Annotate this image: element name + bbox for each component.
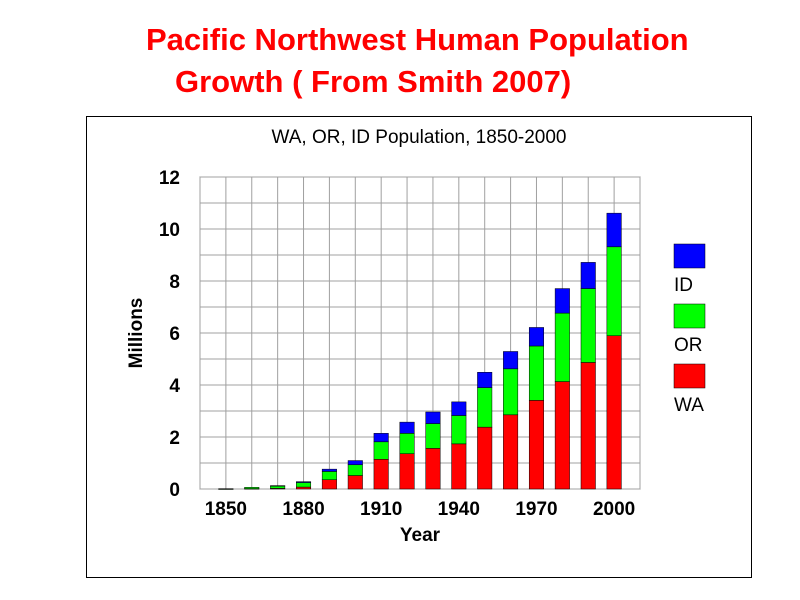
bar-segment-or-1850 xyxy=(218,488,234,490)
y-tick-label: 0 xyxy=(169,480,180,501)
bar-segment-or-1930 xyxy=(425,423,441,449)
bar-segment-id-1880 xyxy=(296,481,312,483)
bar-segment-id-1960 xyxy=(503,351,519,370)
bar-segment-wa-2000 xyxy=(606,335,622,490)
x-tick-label: 1850 xyxy=(205,499,247,520)
y-tick-label: 6 xyxy=(169,324,180,345)
legend-swatch-wa xyxy=(673,363,706,389)
bar-segment-id-1920 xyxy=(399,421,415,434)
slide-title-line1: Pacific Northwest Human Population xyxy=(146,22,689,57)
y-tick-label: 4 xyxy=(169,376,180,397)
y-tick-label: 8 xyxy=(169,272,180,293)
bar-segment-or-1890 xyxy=(321,471,337,480)
legend-label-wa: WA xyxy=(674,395,704,416)
bar-segment-id-1910 xyxy=(373,433,389,443)
y-tick-label: 10 xyxy=(159,220,180,241)
bar-segment-or-1990 xyxy=(580,288,596,363)
chart-title: WA, OR, ID Population, 1850-2000 xyxy=(271,127,566,148)
bar-segment-or-1860 xyxy=(244,487,260,489)
bar-segment-or-1970 xyxy=(528,345,544,401)
bar-segment-id-1980 xyxy=(554,288,570,314)
y-axis-ticks: 0 2 4 6 8 10 12 xyxy=(159,168,181,501)
y-axis-label: Millions xyxy=(126,298,147,369)
legend-label-or: OR xyxy=(674,335,703,356)
x-tick-label: 1970 xyxy=(515,499,557,520)
bar-segment-id-1940 xyxy=(451,401,467,416)
bar-segment-wa-1880 xyxy=(296,486,312,490)
bar-segment-or-1910 xyxy=(373,441,389,460)
chart-bars xyxy=(218,212,622,490)
bar-segment-id-2000 xyxy=(606,212,622,248)
y-tick-label: 12 xyxy=(159,168,180,189)
bar-segment-id-1990 xyxy=(580,262,596,289)
bar-segment-or-2000 xyxy=(606,246,622,337)
bar-segment-id-1870 xyxy=(270,485,286,487)
bar-segment-wa-1980 xyxy=(554,381,570,490)
bar-segment-wa-1990 xyxy=(580,362,596,490)
bar-segment-or-1940 xyxy=(451,415,467,445)
bar-segment-wa-1950 xyxy=(477,426,493,490)
bar-segment-or-1950 xyxy=(477,387,493,428)
bar-segment-wa-1930 xyxy=(425,448,441,490)
bar-segment-or-1980 xyxy=(554,312,570,382)
bar-segment-id-1970 xyxy=(528,327,544,347)
bar-segment-wa-1940 xyxy=(451,443,467,490)
bar-segment-id-1950 xyxy=(477,372,493,388)
x-axis-ticks: 1850 1880 1910 1940 1970 2000 xyxy=(205,499,636,520)
bar-segment-wa-1890 xyxy=(321,479,337,490)
bar-segment-wa-1900 xyxy=(347,475,363,490)
x-tick-label: 1910 xyxy=(360,499,402,520)
bar-segment-wa-1910 xyxy=(373,459,389,490)
x-tick-label: 1940 xyxy=(438,499,480,520)
bar-segment-id-1930 xyxy=(425,411,441,424)
bar-segment-wa-1960 xyxy=(503,414,519,490)
bar-segment-wa-1970 xyxy=(528,400,544,490)
bar-segment-id-1900 xyxy=(347,460,363,466)
legend-swatch-id xyxy=(673,243,706,269)
bar-segment-wa-1920 xyxy=(399,453,415,490)
bar-segment-or-1880 xyxy=(296,482,312,488)
chart-grid xyxy=(199,176,641,490)
bar-segment-or-1920 xyxy=(399,433,415,454)
y-tick-label: 2 xyxy=(169,428,180,449)
bar-segment-id-1890 xyxy=(321,468,337,472)
x-tick-label: 2000 xyxy=(593,499,635,520)
x-axis-label: Year xyxy=(400,525,441,546)
x-tick-label: 1880 xyxy=(282,499,324,520)
chart-legend: ID OR WA xyxy=(673,243,706,416)
slide-title-line2: Growth ( From Smith 2007) xyxy=(175,64,572,99)
legend-label-id: ID xyxy=(674,275,693,296)
bar-segment-or-1900 xyxy=(347,464,363,476)
legend-swatch-or xyxy=(673,303,706,329)
bar-segment-or-1960 xyxy=(503,368,519,416)
